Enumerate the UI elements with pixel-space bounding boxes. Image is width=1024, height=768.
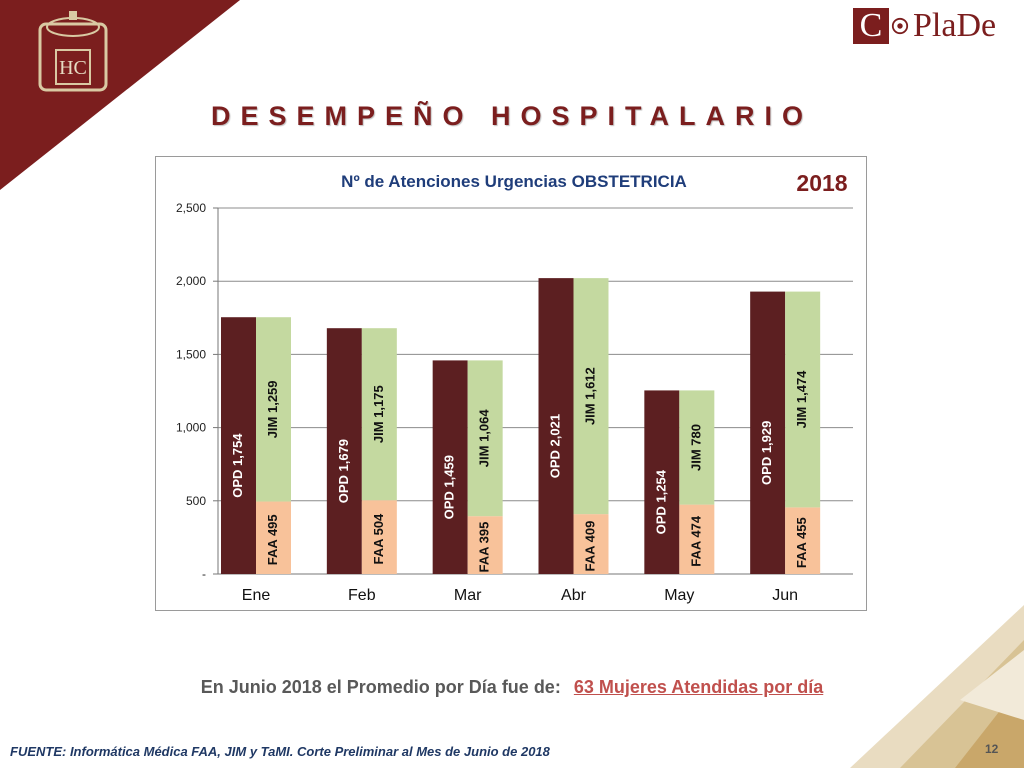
data-label-opd: OPD 1,929 <box>759 421 774 485</box>
chart-title: Nº de Atenciones Urgencias OBSTETRICIA <box>341 172 687 191</box>
footnote-text: En Junio 2018 el Promedio por Día fue de… <box>200 677 561 697</box>
data-label-faa: FAA 409 <box>582 521 597 572</box>
y-tick-label: 1,000 <box>176 421 206 435</box>
hospital-seal-logo: HC <box>38 11 108 92</box>
x-tick-label: Jun <box>772 587 798 604</box>
y-tick-label: 2,000 <box>176 274 206 288</box>
bar-opd <box>221 317 256 574</box>
bar-faa <box>679 504 715 574</box>
flower-icon <box>891 17 909 35</box>
data-label-faa: FAA 495 <box>265 514 280 565</box>
footnote: En Junio 2018 el Promedio por Día fue de… <box>0 677 1024 698</box>
bar-opd <box>326 328 362 574</box>
y-tick-label: 500 <box>186 494 206 508</box>
data-label-opd: OPD 1,459 <box>442 455 457 519</box>
bar-faa <box>573 514 609 574</box>
bar-chart: - 500 1,000 1,500 2,000 2,500 OPD 1,754 FAA 495… <box>176 170 853 604</box>
x-tick-label: Abr <box>561 587 587 604</box>
data-label-jim: JIM 1,474 <box>794 370 809 429</box>
chart-year-label: 2018 <box>796 170 847 196</box>
x-tick-label: Ene <box>242 587 271 604</box>
bar-jim <box>573 278 609 515</box>
data-label-opd: OPD 2,021 <box>547 414 562 478</box>
source-note: FUENTE: Informática Médica FAA, JIM y Ta… <box>10 744 550 759</box>
copladel-logo: C PlaDe <box>853 7 997 44</box>
data-label-jim: JIM 780 <box>688 424 703 471</box>
data-label-jim: JIM 1,064 <box>477 409 492 468</box>
data-label-faa: FAA 395 <box>477 522 492 573</box>
bar-opd <box>432 360 468 574</box>
bar-jim <box>467 360 503 517</box>
data-label-opd: OPD 1,254 <box>653 469 668 534</box>
data-label-jim: JIM 1,612 <box>582 367 597 425</box>
x-tick-label: May <box>664 587 694 604</box>
corner-decoration <box>0 0 240 190</box>
bar-jim <box>256 317 291 502</box>
data-label-opd: OPD 1,754 <box>230 433 245 498</box>
bar-opd <box>750 291 786 574</box>
x-tick-label: Mar <box>454 587 482 604</box>
y-tick-label: 1,500 <box>176 347 206 361</box>
footnote-highlight: 63 Mujeres Atendidas por día <box>573 677 824 697</box>
bar-faa <box>361 500 397 574</box>
bar-opd <box>538 278 574 574</box>
bar-jim <box>361 328 397 501</box>
data-label-opd: OPD 1,679 <box>336 439 351 503</box>
data-label-jim: JIM 1,175 <box>371 385 386 443</box>
page-title: DESEMPEÑO HOSPITALARIO <box>210 101 814 131</box>
bar-jim <box>785 291 821 508</box>
chart-frame: - 500 1,000 1,500 2,000 2,500 OPD 1,754 FAA 495… <box>155 156 867 611</box>
y-tick-label: 2,500 <box>176 201 206 215</box>
bar-faa <box>256 501 291 574</box>
data-label-faa: FAA 474 <box>688 515 703 567</box>
data-label-jim: JIM 1,259 <box>265 380 280 438</box>
logo-letter-box: C <box>853 8 889 44</box>
page-number: 12 <box>985 742 999 756</box>
bar-faa <box>467 516 503 574</box>
logo-text: PlaDe <box>913 7 997 44</box>
bar-jim <box>679 390 715 505</box>
bar-opd <box>644 390 680 574</box>
y-tick-label: - <box>202 567 206 581</box>
data-label-faa: FAA 504 <box>371 513 386 565</box>
bar-faa <box>785 507 821 574</box>
x-tick-label: Feb <box>348 587 376 604</box>
data-label-faa: FAA 455 <box>794 517 809 568</box>
seal-letters: HC <box>59 57 87 79</box>
